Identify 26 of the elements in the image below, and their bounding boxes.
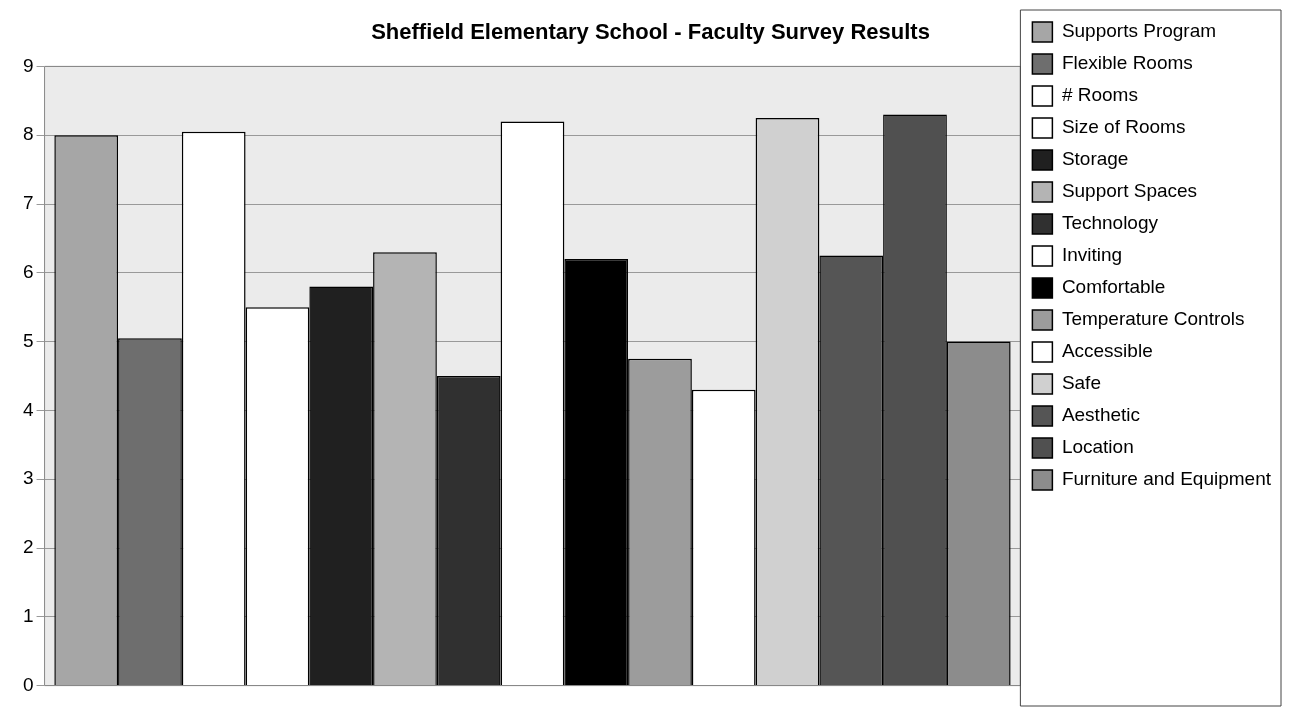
legend-label: # Rooms (1061, 84, 1138, 106)
legend-label: Support Spaces (1061, 180, 1198, 202)
y-tick-label: 5 (22, 329, 34, 351)
legend-label: Temperature Controls (1061, 308, 1245, 330)
y-tick-label: 9 (22, 54, 34, 76)
y-tick-label: 6 (22, 261, 34, 283)
y-tick-label: 8 (22, 123, 34, 145)
legend-label: Inviting (1061, 244, 1123, 266)
legend-label: Technology (1061, 212, 1159, 234)
legend-label: Size of Rooms (1061, 116, 1186, 138)
legend-label: Comfortable (1061, 276, 1166, 298)
legend-label: Location (1061, 436, 1134, 458)
legend-label: Storage (1061, 148, 1129, 170)
legend-label: Safe (1061, 372, 1101, 394)
legend-label: Aesthetic (1061, 404, 1141, 426)
y-tick-label: 1 (22, 605, 34, 627)
legend-label: Furniture and Equipment (1061, 468, 1272, 490)
legend-label: Accessible (1061, 340, 1153, 362)
y-tick-label: 7 (22, 192, 34, 214)
legend-label: Flexible Rooms (1061, 52, 1193, 74)
y-tick-label: 2 (22, 536, 34, 558)
y-tick-label: 4 (22, 398, 34, 420)
legend-label: Supports Program (1061, 20, 1217, 42)
y-tick-label: 3 (22, 467, 34, 489)
chart-title: Sheffield Elementary School - Faculty Survey Results (371, 19, 930, 45)
y-tick-label: 0 (22, 673, 34, 695)
